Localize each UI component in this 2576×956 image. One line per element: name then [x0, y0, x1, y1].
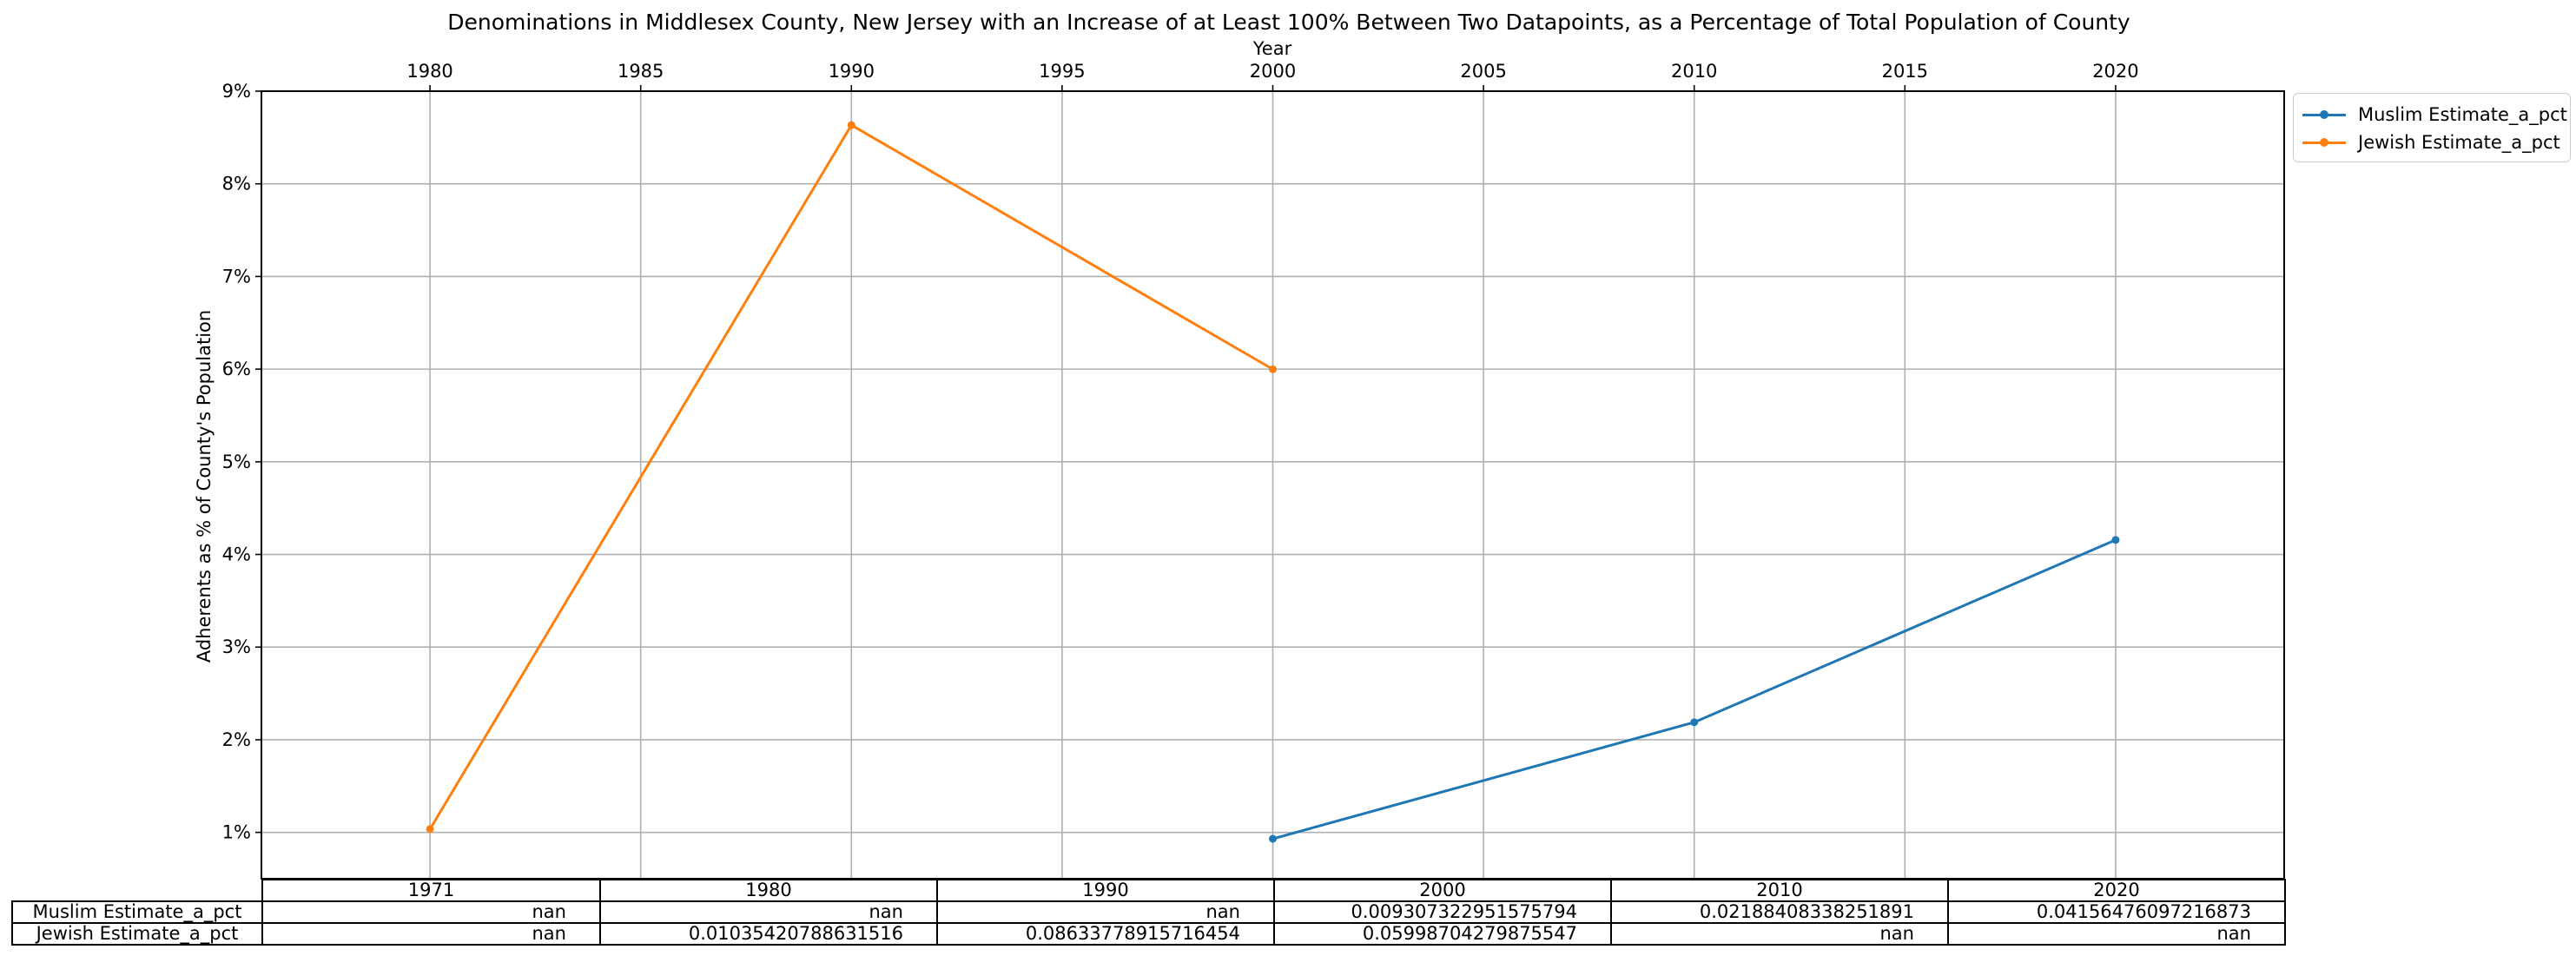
x-tick-label: 1995 — [1039, 61, 1085, 82]
table-cell: nan — [1947, 922, 2286, 946]
grid — [261, 90, 2284, 879]
x-tick-label: 1985 — [618, 61, 664, 82]
table-row: Muslim Estimate_a_pct nan nan nan 0.0093… — [11, 900, 2286, 924]
x-tick-label: 2020 — [2092, 61, 2138, 82]
data-point — [1690, 718, 1699, 727]
table-col-header: 2000 — [1273, 879, 1612, 902]
x-tick-label: 2005 — [1460, 61, 1506, 82]
y-tick-label: 7% — [222, 266, 251, 287]
legend-entry-jewish: Jewish Estimate_a_pct — [2302, 129, 2560, 156]
x-tick-label: 1990 — [829, 61, 875, 82]
y-tick-label: 2% — [222, 729, 251, 750]
x-tick-label: 2000 — [1250, 61, 1296, 82]
x-tick-label: 2015 — [1882, 61, 1928, 82]
y-tick-label: 4% — [222, 544, 251, 565]
table-col-header: 1980 — [599, 879, 938, 902]
y-tick-label: 5% — [222, 452, 251, 472]
legend-swatch-muslim — [2302, 109, 2346, 119]
table-corner — [12, 880, 262, 901]
table-cell: nan — [936, 900, 1275, 924]
y-tick-label: 3% — [222, 636, 251, 657]
table-row: Jewish Estimate_a_pct nan 0.010354207886… — [11, 922, 2286, 946]
table-cell: 0.009307322951575794 — [1273, 900, 1612, 924]
table-col-header: 2010 — [1610, 879, 1949, 902]
x-tick-label: 2010 — [1671, 61, 1717, 82]
table-cell: 0.05998704279875547 — [1273, 922, 1612, 946]
plot-frame — [261, 90, 2285, 880]
legend-entry-muslim: Muslim Estimate_a_pct — [2302, 101, 2567, 129]
y-tick-label: 6% — [222, 359, 251, 379]
data-point — [1269, 365, 1277, 373]
table-cell: 0.08633778915716454 — [936, 922, 1275, 946]
table-col-header: 2020 — [1947, 879, 2286, 902]
table-col-header: 1971 — [261, 879, 601, 902]
x-tick-label: 1980 — [406, 61, 452, 82]
data-point — [847, 121, 855, 129]
legend: Muslim Estimate_a_pct Jewish Estimate_a_… — [2293, 93, 2571, 162]
data-table: 1971 1980 1990 2000 2010 2020 Muslim Est… — [11, 879, 2286, 946]
legend-swatch-jewish — [2302, 137, 2346, 147]
y-tick-label: 8% — [222, 174, 251, 194]
chart-title: Denominations in Middlesex County, New J… — [447, 10, 2130, 35]
data-point — [426, 825, 434, 834]
table-row-header: Muslim Estimate_a_pct — [11, 900, 263, 924]
table-cell: nan — [261, 922, 601, 946]
series — [426, 121, 2120, 843]
data-point — [1269, 834, 1277, 843]
table-header-row: 1971 1980 1990 2000 2010 2020 — [12, 879, 2286, 902]
axis-ticks: 1980 1985 1990 1995 2000 2005 2010 2015 2020 1% 2%… — [222, 61, 2139, 843]
table-cell: nan — [261, 900, 601, 924]
y-axis-label: Adherents as % of County's Population — [194, 310, 215, 663]
table-row-header: Jewish Estimate_a_pct — [11, 922, 263, 946]
table-cell: 0.02188408338251891 — [1610, 900, 1949, 924]
data-point — [2111, 536, 2120, 544]
x-axis-label: Year — [1252, 38, 1292, 59]
y-tick-label: 9% — [222, 81, 251, 102]
table-cell: 0.01035420788631516 — [599, 922, 938, 946]
y-tick-label: 1% — [222, 822, 251, 843]
table-cell: 0.04156476097216873 — [1947, 900, 2286, 924]
table-col-header: 1990 — [936, 879, 1275, 902]
legend-label-muslim: Muslim Estimate_a_pct — [2358, 104, 2567, 125]
table-cell: nan — [1610, 922, 1949, 946]
table-cell: nan — [599, 900, 938, 924]
legend-label-jewish: Jewish Estimate_a_pct — [2358, 132, 2560, 153]
